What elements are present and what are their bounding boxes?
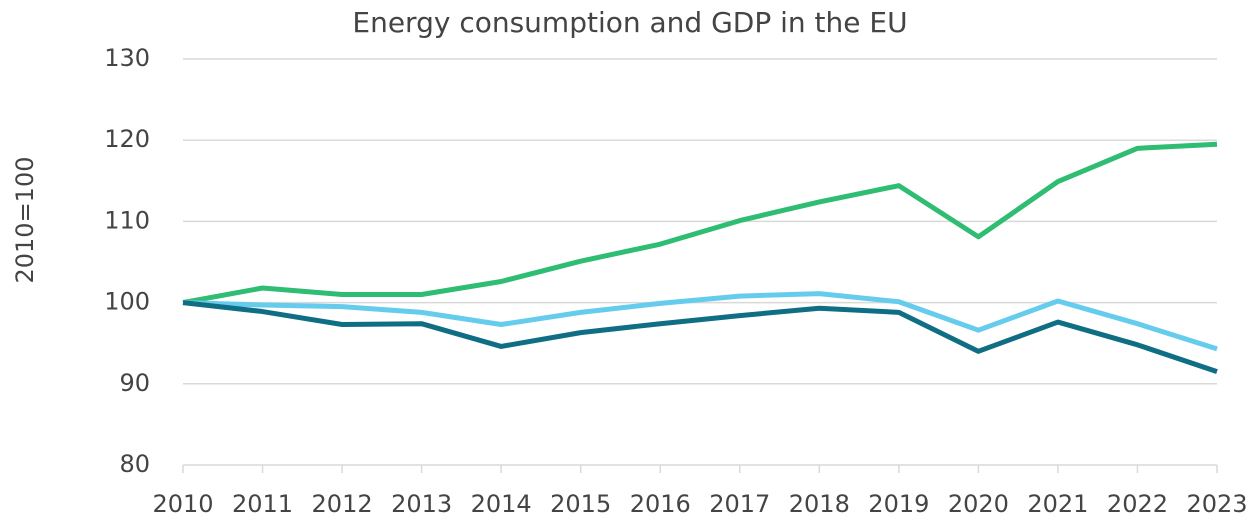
y-tick-label: 130 bbox=[104, 44, 150, 72]
x-tick-label: 2014 bbox=[471, 490, 532, 518]
y-tick-label: 90 bbox=[119, 369, 150, 397]
y-tick-label: 80 bbox=[119, 450, 150, 478]
x-tick-label: 2016 bbox=[630, 490, 691, 518]
x-tick-label: 2010 bbox=[152, 490, 213, 518]
y-tick-label: 110 bbox=[104, 206, 150, 234]
x-tick-label: 2020 bbox=[948, 490, 1009, 518]
series-line bbox=[182, 300, 1218, 374]
x-tick-label: 2018 bbox=[789, 490, 850, 518]
x-tick-label: 2011 bbox=[232, 490, 293, 518]
x-tick-label: 2022 bbox=[1107, 490, 1168, 518]
x-tick-label: 2023 bbox=[1186, 490, 1247, 518]
x-tick-label: 2012 bbox=[312, 490, 373, 518]
series-line bbox=[182, 141, 1218, 306]
chart-title: Energy consumption and GDP in the EU bbox=[352, 6, 907, 39]
y-axis-label: 2010=100 bbox=[11, 157, 39, 284]
x-tick-label: 2019 bbox=[868, 490, 929, 518]
y-tick-label: 120 bbox=[104, 125, 150, 153]
x-tick-label: 2015 bbox=[550, 490, 611, 518]
x-tick-label: 2017 bbox=[709, 490, 770, 518]
x-tick-label: 2021 bbox=[1027, 490, 1088, 518]
x-tick-label: 2013 bbox=[391, 490, 452, 518]
y-tick-label: 100 bbox=[104, 288, 150, 316]
series-line bbox=[182, 291, 1218, 352]
